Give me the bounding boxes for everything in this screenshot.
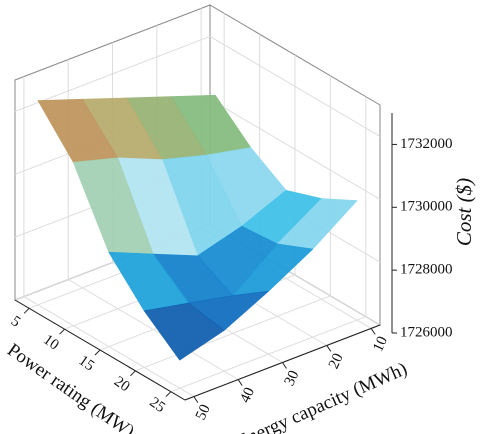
grid-line [23, 76, 195, 398]
x-tick-label: 15 [76, 353, 97, 375]
y-tick-label: 50 [193, 402, 214, 422]
y-tick-label: 10 [370, 334, 391, 354]
surface-cell [143, 302, 225, 361]
x-tick-label: 20 [111, 374, 132, 396]
x-tick [59, 328, 65, 335]
y-tick [370, 328, 376, 335]
x-tick [94, 349, 101, 356]
x-tick [23, 307, 30, 314]
z-axis-title: Cost ($) [452, 178, 476, 246]
y-tick [326, 345, 332, 352]
z-tick-label: 1726000 [400, 324, 453, 340]
x-tick [130, 370, 136, 377]
y-tick-label: 40 [237, 385, 258, 405]
y-tick-label: 30 [282, 368, 303, 388]
grid-line [170, 96, 367, 393]
z-tick-label: 1728000 [400, 262, 453, 278]
x-tick-label: 25 [146, 394, 167, 416]
y-tick [282, 362, 287, 369]
y-tick [193, 396, 199, 403]
z-tick-label: 1732000 [400, 136, 453, 152]
x-tick-label: 5 [8, 313, 23, 330]
y-axis-title: Energy capacity (MWh) [234, 358, 411, 434]
y-tick [237, 379, 243, 386]
x-tick [165, 391, 172, 398]
x-tick-label: 10 [40, 332, 61, 354]
grid-line [14, 35, 381, 137]
z-tick-label: 1730000 [400, 199, 453, 215]
y-tick-label: 20 [326, 351, 347, 371]
